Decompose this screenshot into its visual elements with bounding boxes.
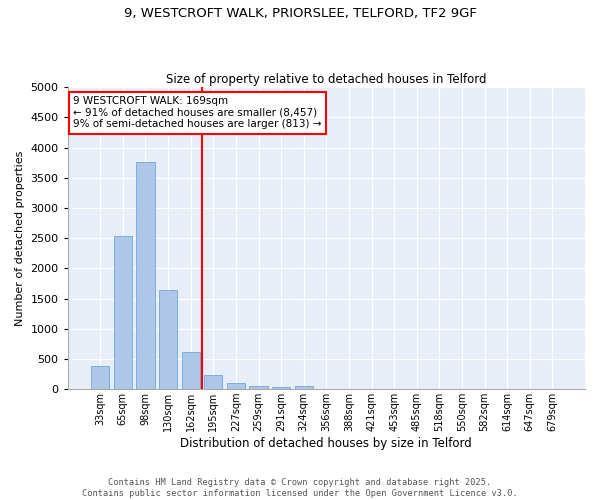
Bar xyxy=(272,387,290,389)
Bar xyxy=(136,162,155,389)
Bar xyxy=(159,290,177,389)
Title: Size of property relative to detached houses in Telford: Size of property relative to detached ho… xyxy=(166,73,487,86)
Bar xyxy=(295,386,313,389)
Bar xyxy=(227,382,245,389)
Bar xyxy=(250,386,268,389)
X-axis label: Distribution of detached houses by size in Telford: Distribution of detached houses by size … xyxy=(181,437,472,450)
Bar xyxy=(114,236,132,389)
Text: 9, WESTCROFT WALK, PRIORSLEE, TELFORD, TF2 9GF: 9, WESTCROFT WALK, PRIORSLEE, TELFORD, T… xyxy=(124,8,476,20)
Bar xyxy=(91,366,109,389)
Y-axis label: Number of detached properties: Number of detached properties xyxy=(15,150,25,326)
Bar xyxy=(182,352,200,389)
Bar xyxy=(204,376,223,389)
Text: 9 WESTCROFT WALK: 169sqm
← 91% of detached houses are smaller (8,457)
9% of semi: 9 WESTCROFT WALK: 169sqm ← 91% of detach… xyxy=(73,96,322,130)
Text: Contains HM Land Registry data © Crown copyright and database right 2025.
Contai: Contains HM Land Registry data © Crown c… xyxy=(82,478,518,498)
